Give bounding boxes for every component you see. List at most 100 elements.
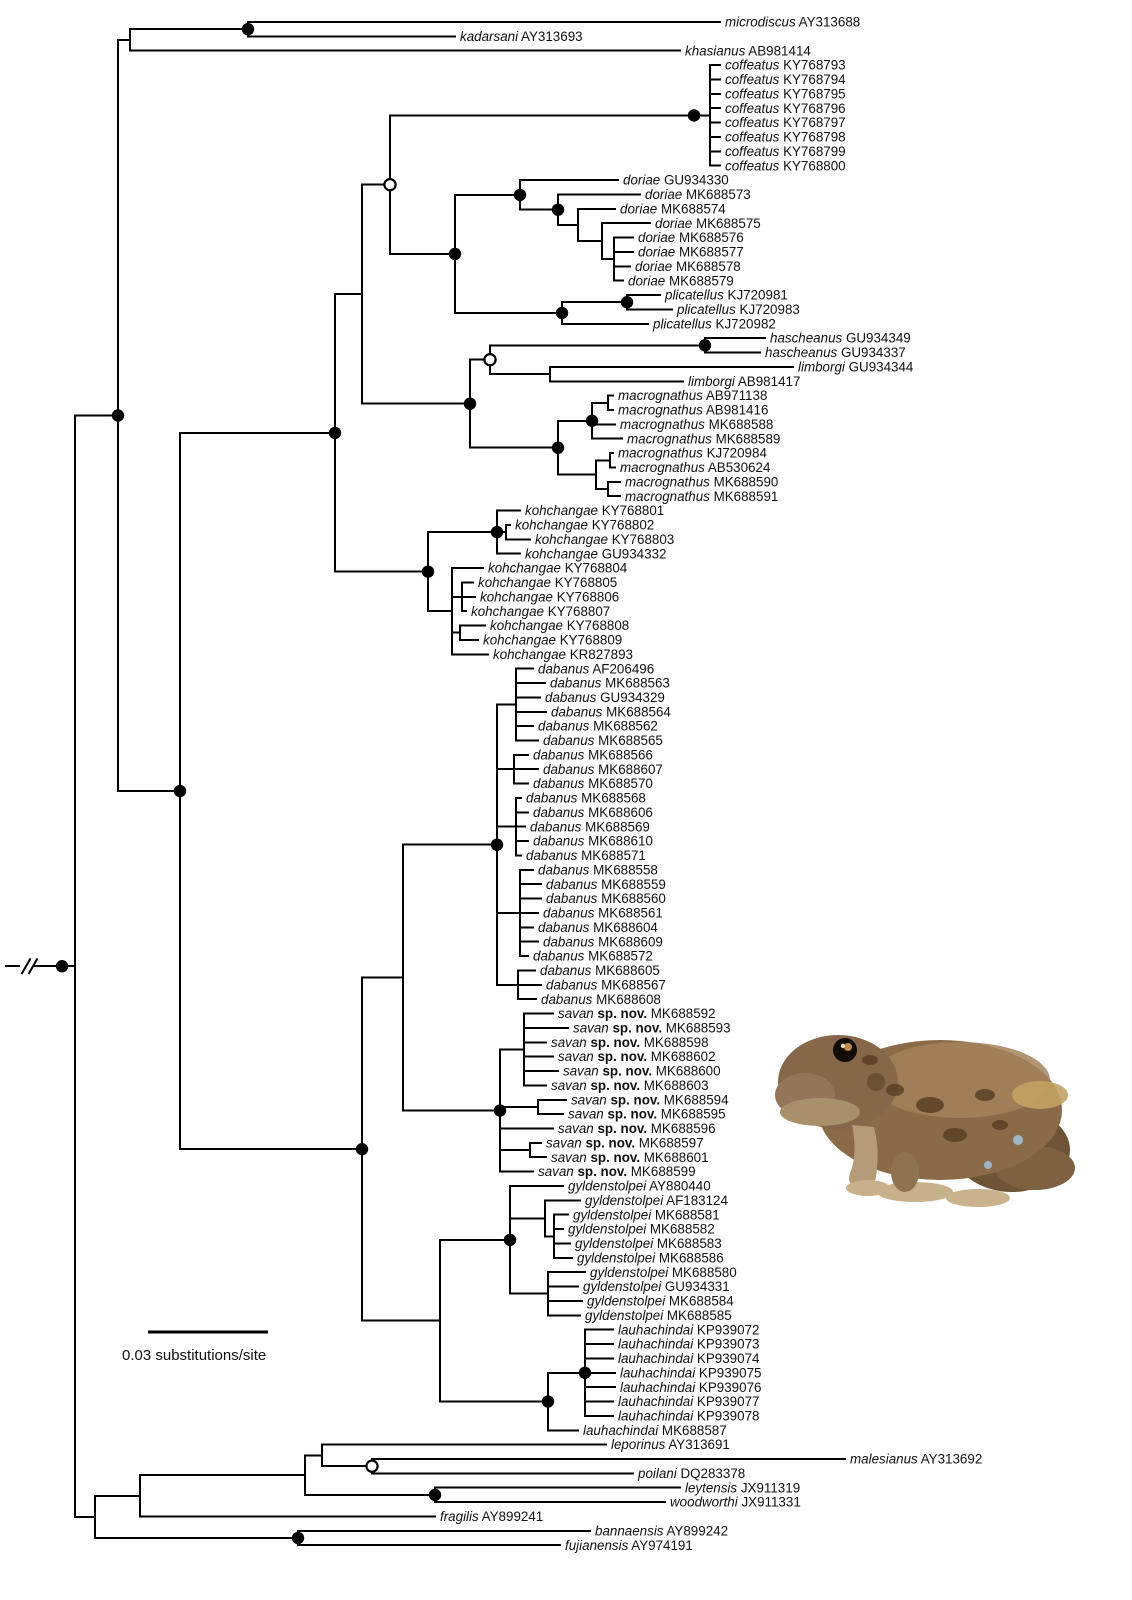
node-support-filled-circle [555,306,569,320]
tip-label: gyldenstolpei MK688584 [587,1294,734,1309]
tip-label: dabanus MK688566 [533,747,653,762]
tip-label: microdiscus AY313688 [725,15,860,30]
tip-label: gyldenstolpei GU934331 [583,1279,730,1294]
node-support-filled-circle [55,960,69,973]
tip-label: savan sp. nov. MK688592 [558,1006,716,1021]
tip-label: doriae MK688579 [628,273,734,288]
node-support-filled-circle [578,1366,592,1379]
tip-label: kohchangae KY768801 [525,503,664,518]
tip-label: macrognathus MK688589 [627,431,780,446]
tip-label: doriae MK688578 [635,259,741,274]
tip-label: macrognathus AB971138 [618,388,767,403]
tip-label: dabanus MK688572 [533,949,653,964]
tip-label: bannaensis AY899242 [595,1523,728,1538]
frog-eye [833,1038,857,1062]
tip-label: dabanus MK688606 [533,805,653,820]
tip-label: gyldenstolpei AY880440 [568,1179,711,1194]
tip-label: lauhachindai KP939076 [620,1380,761,1395]
tip-label: savan sp. nov. MK688597 [546,1135,704,1150]
tip-label: lauhachindai KP939078 [618,1408,759,1423]
frog-pale-spot [1013,1135,1023,1145]
tip-label: coffeatus KY768797 [725,115,846,130]
tip-label: savan sp. nov. MK688599 [538,1164,696,1179]
tip-label: kohchangae KY768803 [535,532,674,547]
tip-label: macrognathus MK688590 [625,474,778,489]
tip-label: coffeatus KY768794 [725,72,846,87]
tip-label: kohchangae KY768805 [478,575,617,590]
tip-label: limborgi AB981417 [688,374,800,389]
frog-tympanum [867,1073,885,1091]
frog-eye-iris [844,1043,852,1051]
tip-label: gyldenstolpei MK688582 [568,1222,715,1237]
tip-label: dabanus MK688571 [526,848,646,863]
node-support-filled-circle [620,296,634,309]
tip-label: kohchangae KY768802 [515,518,654,533]
tip-label: savan sp. nov. MK688598 [551,1035,709,1050]
frog-dark-blotches [862,1055,1008,1142]
tip-label: dabanus MK688560 [546,891,666,906]
tip-label: dabanus MK688569 [530,819,650,834]
tip-label: dabanus MK688558 [538,862,658,877]
node-support-filled-circle [463,397,477,410]
tip-label: dabanus MK688568 [526,791,646,806]
tip-label: savan sp. nov. MK688600 [563,1064,721,1079]
frog-pale-spot-2 [984,1161,992,1169]
tip-label: kohchangae GU934332 [525,546,666,561]
tip-label: dabanus MK688565 [543,733,663,748]
node-support-filled-circle [490,525,504,539]
tip-label: macrognathus KJ720984 [618,446,767,461]
tip-label: gyldenstolpei MK688586 [577,1250,724,1265]
tip-label: lauhachindai MK688587 [583,1423,727,1438]
tip-label: kohchangae KY768809 [483,633,622,648]
node-support-filled-circle [513,188,527,202]
tip-label: malesianus AY313692 [850,1452,982,1467]
tip-label: plicatellus KJ720981 [664,288,788,303]
tip-label: fragilis AY899241 [440,1509,543,1524]
frog-front-leg-2 [891,1152,919,1192]
tip-label: woodworthi JX911331 [670,1495,801,1510]
tip-label: gyldenstolpei MK688580 [590,1265,737,1280]
tip-label: dabanus GU934329 [545,690,665,705]
tip-label: savan sp. nov. MK688603 [551,1078,709,1093]
frog-front-foot [846,1180,890,1196]
node-support-filled-circle [585,414,599,427]
tip-label: savan sp. nov. MK688602 [558,1049,716,1064]
frog-photo [775,1035,1075,1207]
tip-label: kohchangae KR827893 [493,647,633,662]
node-support-filled-circle [241,22,255,36]
tip-label: coffeatus KY768800 [725,158,846,173]
tip-label: dabanus MK688563 [550,676,670,691]
tip-label: doriae MK688576 [638,230,744,245]
node-support-filled-circle [503,1233,517,1247]
frog-hind-toes [946,1189,1010,1207]
node-support-filled-circle [428,1488,442,1502]
frog-jaw [780,1098,860,1126]
tip-label: dabanus MK688608 [541,992,661,1007]
tip-label: lauhachindai KP939074 [618,1351,760,1366]
tip-label: lauhachindai KP939077 [618,1394,759,1409]
node-support-filled-circle [328,426,342,440]
tip-label: coffeatus KY768796 [725,101,846,116]
tip-label: dabanus MK688562 [538,719,658,734]
scale-bar-label: 0.03 substitutions/site [122,1347,266,1364]
tip-labels: microdiscus AY313688 kadarsani AY313693 kh… [440,15,982,1553]
node-support-filled-circle [493,1104,507,1117]
node-support-filled-circle [687,109,701,122]
tip-label: plicatellus KJ720983 [676,302,800,317]
tip-label: gyldenstolpei MK688583 [575,1236,722,1251]
node-support-filled-circle [698,339,712,352]
tip-label: hascheanus GU934349 [770,331,911,346]
frog-back-highlight [870,1042,1050,1118]
tip-label: kohchangae KY768804 [488,561,628,576]
tip-label: macrognathus AB530624 [620,460,771,475]
tip-label: kadarsani AY313693 [460,29,583,44]
node-support-filled-circle [173,784,187,798]
frog-flank-band [1012,1081,1068,1109]
tip-label: doriae GU934330 [623,173,729,188]
tip-label: hascheanus GU934337 [765,345,906,360]
tip-label: dabanus MK688570 [533,776,653,791]
node-support-open-circle [383,177,397,192]
frog-front-leg [849,1125,878,1188]
tip-label: kohchangae KY768808 [490,618,629,633]
